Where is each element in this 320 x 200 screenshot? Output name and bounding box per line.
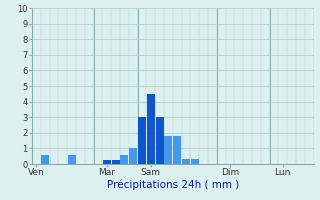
Bar [138, 117, 146, 164]
Bar [182, 159, 190, 164]
Bar [129, 148, 137, 164]
Bar [173, 136, 181, 164]
Bar [103, 160, 111, 164]
Bar [156, 117, 164, 164]
Bar [112, 160, 120, 164]
X-axis label: Précipitations 24h ( mm ): Précipitations 24h ( mm ) [107, 180, 239, 190]
Bar [147, 94, 155, 164]
Bar [68, 155, 76, 164]
Bar [191, 159, 199, 164]
Bar [120, 155, 128, 164]
Bar [164, 136, 172, 164]
Bar [41, 155, 49, 164]
